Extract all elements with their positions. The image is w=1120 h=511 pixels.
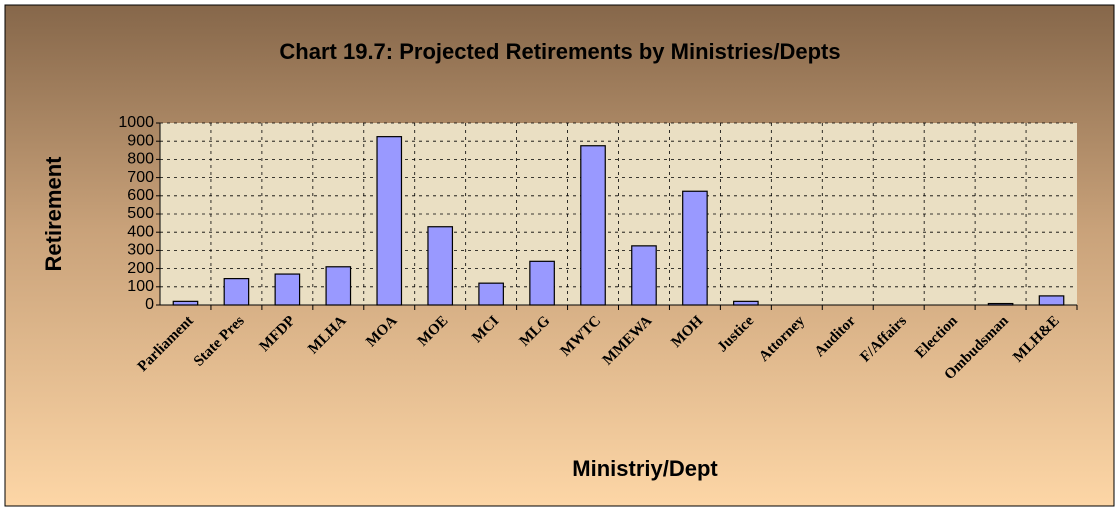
bar bbox=[631, 245, 657, 306]
bar bbox=[682, 190, 708, 306]
bar bbox=[1038, 295, 1065, 306]
bar bbox=[172, 300, 199, 306]
y-tick-label: 800 bbox=[127, 151, 154, 168]
y-tick-label: 600 bbox=[127, 187, 154, 204]
chart-title: Chart 19.7: Projected Retirements by Min… bbox=[279, 39, 840, 64]
bar bbox=[478, 282, 504, 306]
bar bbox=[733, 300, 759, 306]
y-tick-label: 400 bbox=[127, 223, 154, 240]
bar bbox=[427, 226, 454, 306]
x-axis-label: Ministriy/Dept bbox=[572, 456, 718, 481]
y-tick-label: 0 bbox=[145, 296, 154, 313]
y-tick-label: 900 bbox=[127, 132, 154, 149]
y-tick-label: 700 bbox=[127, 169, 154, 186]
y-tick-label: 500 bbox=[127, 205, 154, 222]
y-axis-label: Retirement bbox=[41, 156, 66, 272]
bar bbox=[529, 260, 555, 306]
bar bbox=[376, 136, 403, 306]
y-tick-label: 300 bbox=[127, 242, 154, 259]
bar bbox=[223, 278, 250, 306]
bar bbox=[325, 266, 352, 306]
bar bbox=[274, 273, 301, 306]
y-tick-label: 200 bbox=[127, 260, 154, 277]
bar bbox=[580, 145, 606, 306]
y-tick-label: 1000 bbox=[118, 114, 154, 131]
y-tick-label: 100 bbox=[127, 278, 154, 295]
